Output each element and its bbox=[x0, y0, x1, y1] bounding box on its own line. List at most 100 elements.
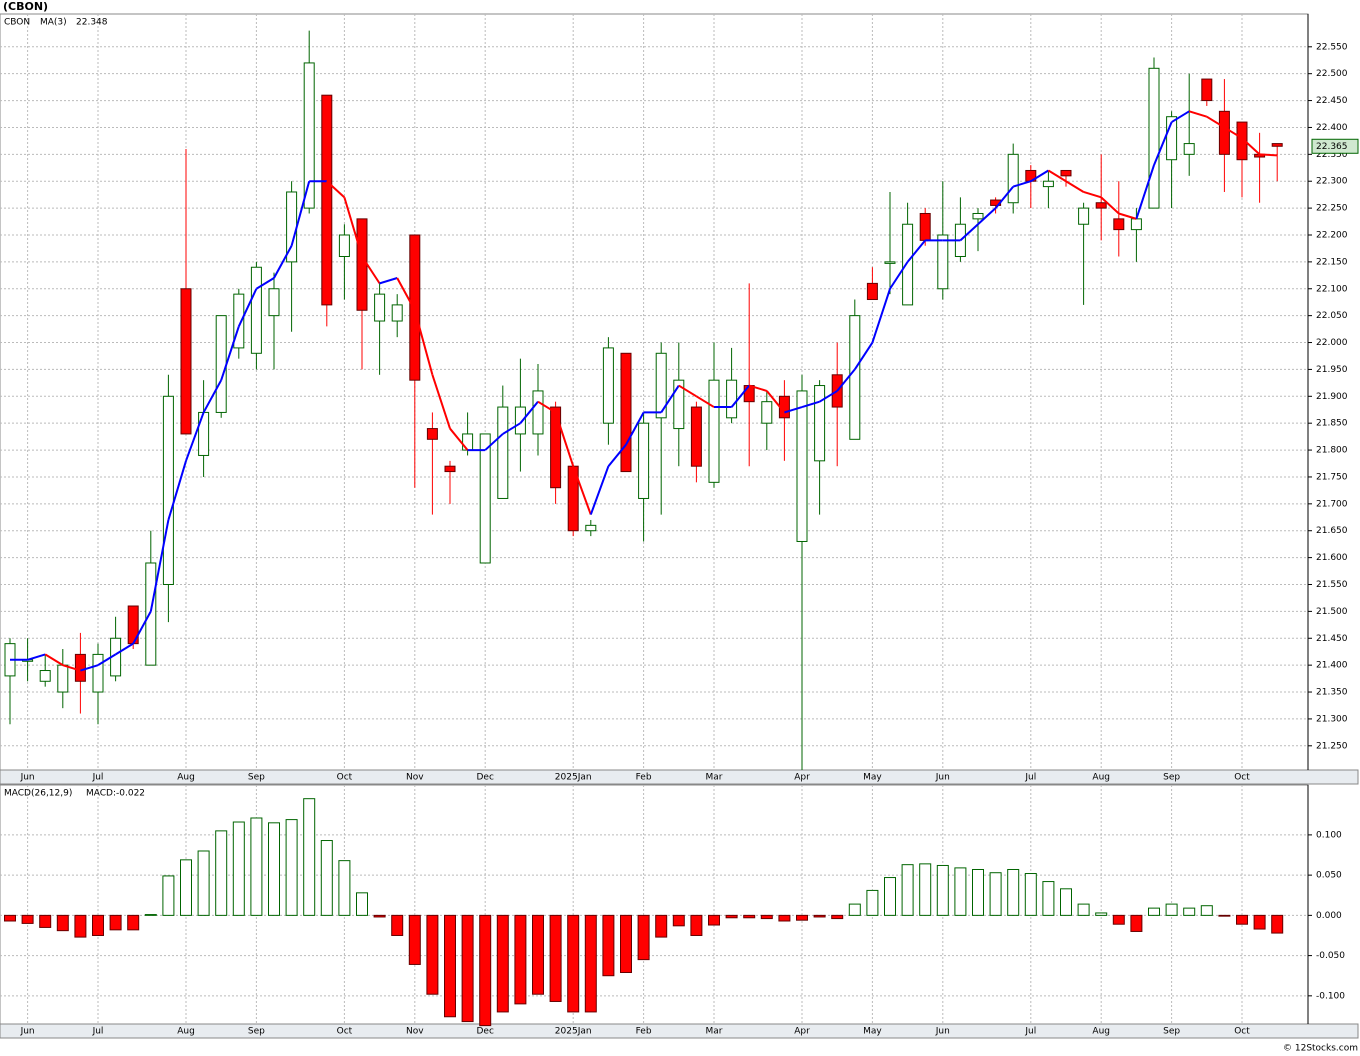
candle-body bbox=[708, 379, 720, 483]
candle-body bbox=[532, 390, 544, 435]
ma-line bbox=[853, 341, 874, 370]
bar bbox=[602, 914, 615, 977]
ma-line bbox=[220, 326, 240, 381]
candle-body bbox=[250, 266, 262, 354]
ma-line bbox=[396, 277, 416, 311]
bar bbox=[620, 914, 632, 973]
bar bbox=[708, 914, 720, 926]
x-tick-label: Apr bbox=[794, 773, 810, 783]
bar bbox=[919, 863, 932, 916]
y-tick-label: 21.550 bbox=[1316, 580, 1348, 590]
bar bbox=[813, 914, 826, 918]
x-tick-label: Oct bbox=[1234, 773, 1250, 783]
ma-line bbox=[237, 288, 258, 327]
candle-body bbox=[743, 385, 755, 403]
ma-line bbox=[44, 653, 64, 667]
x-tick-label: Feb bbox=[636, 773, 652, 783]
candle-body bbox=[620, 352, 632, 473]
ma-line bbox=[748, 384, 768, 392]
ma-line bbox=[889, 261, 909, 290]
candle-body bbox=[374, 293, 386, 322]
legend-value: 22.348 bbox=[76, 18, 108, 28]
ma-line bbox=[1153, 121, 1173, 166]
bar bbox=[21, 914, 34, 924]
bar bbox=[1148, 907, 1160, 916]
ma-line bbox=[1047, 169, 1067, 183]
ma-line bbox=[343, 197, 363, 257]
candle-body bbox=[74, 653, 86, 682]
candle-body bbox=[866, 282, 878, 301]
x-tick-label: Sep bbox=[1163, 773, 1180, 783]
bar bbox=[479, 914, 492, 1027]
candle-body bbox=[673, 379, 685, 430]
ma-line bbox=[660, 384, 680, 413]
ma-line bbox=[27, 653, 46, 661]
candle-body bbox=[1060, 169, 1072, 177]
y-tick-label: 21.250 bbox=[1316, 741, 1348, 751]
ma-line bbox=[730, 384, 750, 408]
ma-line bbox=[290, 180, 311, 247]
candle-body bbox=[937, 234, 949, 290]
bar bbox=[56, 914, 69, 932]
bar bbox=[1077, 903, 1090, 916]
y-tick-label: 22.400 bbox=[1316, 123, 1348, 133]
y-tick-label: 21.400 bbox=[1316, 661, 1348, 671]
y-tick-label: 21.450 bbox=[1316, 634, 1348, 644]
x-tick-label: Sep bbox=[248, 1027, 265, 1037]
candle-body bbox=[690, 406, 702, 467]
candle-body bbox=[145, 562, 157, 666]
x-axis-strip bbox=[0, 1023, 1359, 1039]
ma-line bbox=[572, 465, 592, 515]
ma-line bbox=[1241, 137, 1261, 156]
candle-body bbox=[638, 422, 650, 499]
bar bbox=[215, 830, 228, 916]
bar bbox=[496, 914, 509, 1013]
bar bbox=[461, 914, 474, 1023]
candle-body bbox=[233, 293, 245, 349]
x-tick-label: Jul bbox=[1024, 773, 1036, 783]
bar bbox=[408, 914, 421, 965]
x-tick-label: Sep bbox=[248, 773, 265, 783]
price-tag-label: 22.365 bbox=[1316, 142, 1348, 152]
bar bbox=[1253, 914, 1266, 930]
bar bbox=[162, 875, 175, 916]
candle-body bbox=[514, 406, 526, 435]
bar bbox=[760, 914, 773, 920]
ma-line bbox=[167, 460, 187, 521]
bar bbox=[954, 867, 967, 916]
x-tick-label: Jun bbox=[20, 773, 35, 783]
y-tick-label: 21.800 bbox=[1316, 446, 1348, 456]
ma-line bbox=[1135, 164, 1155, 220]
ma-line bbox=[255, 277, 275, 290]
bar bbox=[584, 914, 597, 1013]
ma-line bbox=[115, 642, 134, 656]
y-tick-label: 22.100 bbox=[1316, 284, 1348, 294]
ma-line bbox=[502, 422, 521, 435]
x-tick-label: Jul bbox=[1024, 1027, 1036, 1037]
candle-body bbox=[655, 352, 667, 419]
bar bbox=[1060, 888, 1072, 916]
ma-line bbox=[519, 401, 539, 424]
x-tick-label: Aug bbox=[1092, 773, 1110, 783]
x-tick-label: Mar bbox=[706, 773, 723, 783]
bar bbox=[444, 914, 456, 1018]
candle-body bbox=[303, 62, 315, 209]
x-tick-label: Nov bbox=[406, 1027, 424, 1037]
candle-body bbox=[1271, 143, 1283, 147]
x-tick-label: Mar bbox=[706, 1027, 723, 1037]
bar bbox=[1130, 914, 1143, 932]
bar bbox=[743, 914, 756, 919]
candle-body bbox=[356, 218, 368, 311]
ma-line bbox=[607, 444, 627, 467]
bar bbox=[866, 889, 879, 916]
ma-line bbox=[202, 379, 223, 413]
bar bbox=[532, 914, 544, 995]
bar bbox=[936, 864, 949, 916]
bar bbox=[109, 914, 122, 931]
x-tick-label: May bbox=[863, 1027, 882, 1037]
ma-line bbox=[484, 433, 504, 451]
ma-line bbox=[537, 400, 557, 414]
ma-line bbox=[1118, 212, 1137, 220]
bar bbox=[39, 914, 52, 928]
candle-body bbox=[919, 212, 931, 241]
